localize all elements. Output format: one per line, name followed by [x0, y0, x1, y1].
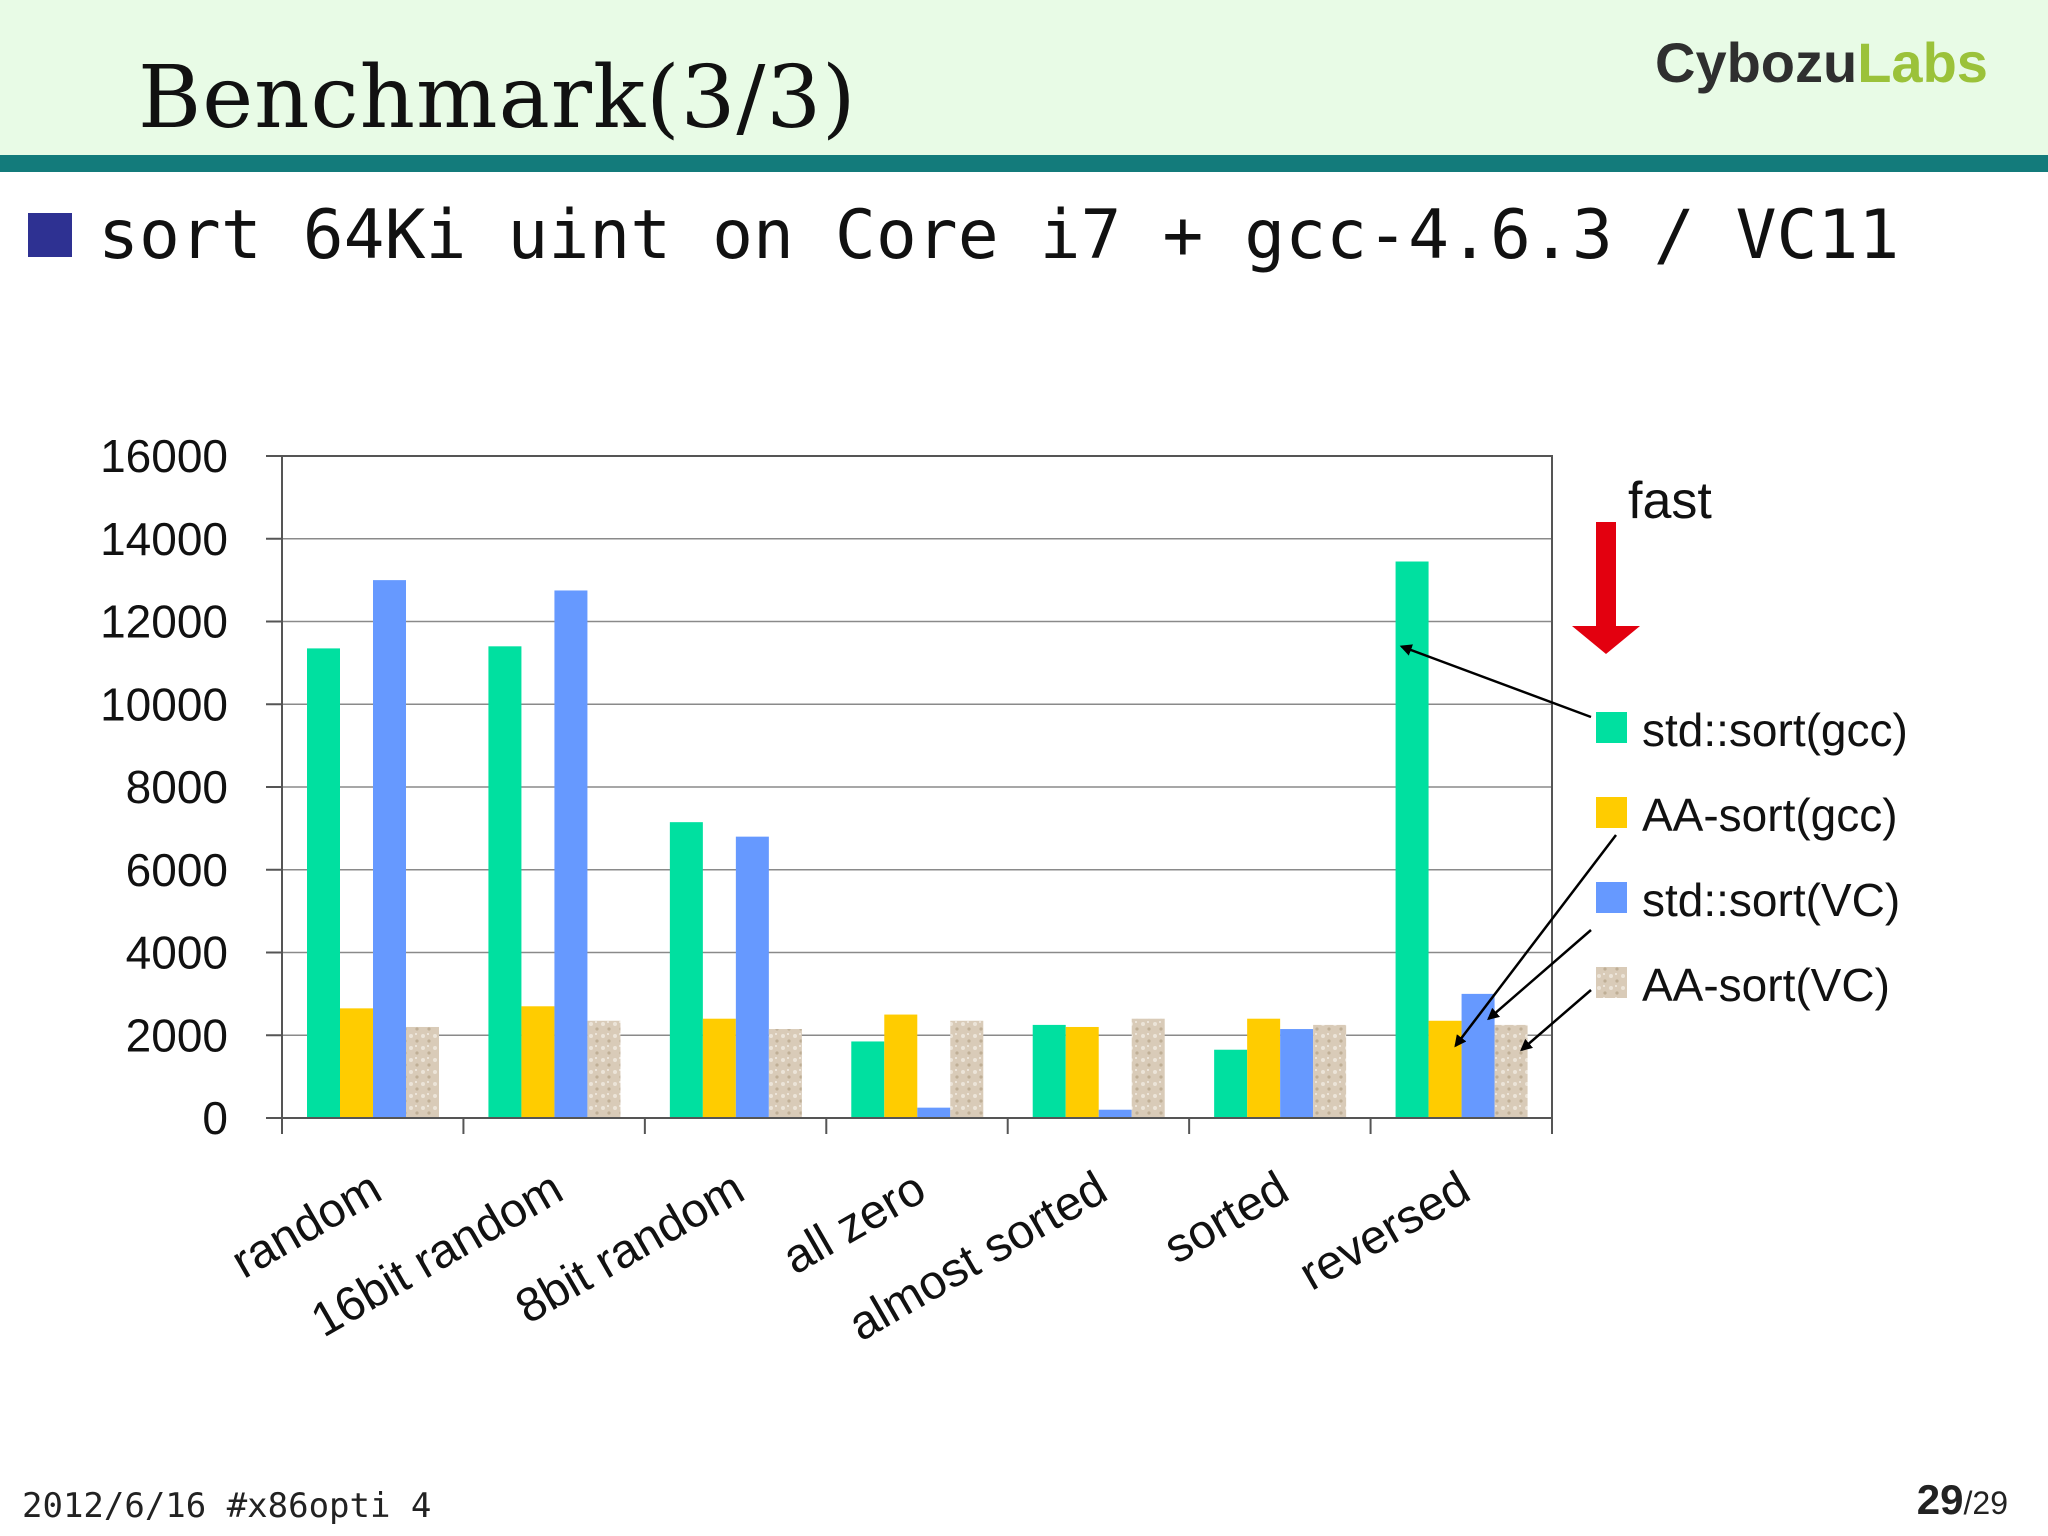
y-tick-label: 6000 — [126, 844, 228, 896]
bar — [587, 1020, 621, 1118]
legend-swatch — [1596, 712, 1627, 743]
page-number: 29/29 — [1917, 1476, 2008, 1524]
logo-accent: Labs — [1857, 31, 1988, 94]
legend-pointer-line — [1454, 834, 1617, 1048]
bar — [1395, 561, 1429, 1118]
legend-swatch — [1596, 967, 1627, 998]
y-tick-label: 8000 — [126, 761, 228, 813]
logo-main: Cybozu — [1655, 31, 1858, 94]
bar — [950, 1020, 984, 1118]
y-tick-label: 16000 — [100, 430, 228, 482]
legend-pointer-line — [1399, 644, 1592, 719]
bar — [851, 1041, 885, 1118]
bar — [521, 1006, 555, 1118]
page-current: 29 — [1916, 1476, 1964, 1523]
legend-label: AA-sort(VC) — [1642, 959, 1890, 1011]
bar — [488, 646, 522, 1118]
x-tick-label: sorted — [1155, 1162, 1297, 1275]
fast-label: fast — [1628, 472, 1712, 530]
slide-title: Benchmark(3/3) — [138, 48, 857, 148]
bar — [340, 1008, 373, 1118]
bar — [1494, 1024, 1528, 1118]
legend-swatch — [1596, 882, 1627, 913]
bar — [669, 822, 703, 1118]
bar — [1065, 1026, 1099, 1118]
y-tick-label: 12000 — [100, 596, 228, 648]
bar — [768, 1029, 802, 1118]
bar — [884, 1014, 918, 1118]
x-tick-label: reversed — [1291, 1162, 1479, 1301]
y-tick-label: 14000 — [100, 513, 228, 565]
y-tick-label: 10000 — [100, 678, 228, 730]
slide-header — [0, 0, 2048, 155]
bar — [1032, 1024, 1066, 1118]
bar — [1428, 1020, 1462, 1118]
bullet-text: sort 64Ki uint on Core i7 + gcc-4.6.3 / … — [98, 196, 1900, 275]
legend-label: std::sort(VC) — [1642, 874, 1900, 926]
fast-arrow-head — [1572, 626, 1640, 654]
header-rule — [0, 155, 2048, 172]
bullet-square-icon — [28, 213, 72, 257]
bars — [307, 561, 1528, 1118]
bar — [1131, 1018, 1165, 1118]
bar — [1313, 1024, 1347, 1118]
legend-pointer-line — [1520, 989, 1592, 1052]
fast-annotation: fast — [1572, 472, 1712, 654]
y-tick-label: 0 — [202, 1092, 228, 1144]
y-tick-label: 2000 — [126, 1009, 228, 1061]
legend-swatch — [1596, 797, 1627, 828]
bar — [373, 580, 406, 1118]
bar — [307, 648, 340, 1118]
y-tick-label: 4000 — [126, 927, 228, 979]
fast-arrow-shaft — [1596, 522, 1616, 628]
bar — [735, 836, 769, 1118]
gridlines — [282, 538, 1552, 1036]
bar — [1280, 1029, 1314, 1118]
page-total: /29 — [1963, 1485, 2008, 1521]
y-axis: 0 2000 4000 6000 8000 10000 12000 14000 16000 — [100, 430, 282, 1144]
legend-pointers — [1399, 644, 1617, 1052]
bar — [554, 590, 588, 1118]
company-logo: CybozuLabs — [1655, 30, 1988, 95]
legend-pointer-line — [1487, 929, 1592, 1021]
bar — [702, 1018, 736, 1118]
bar — [1098, 1109, 1132, 1118]
legend: std::sort(gcc)AA-sort(gcc)std::sort(VC)A… — [1596, 704, 1908, 1011]
bar — [1214, 1049, 1248, 1118]
legend-label: std::sort(gcc) — [1642, 704, 1908, 756]
legend-label: AA-sort(gcc) — [1642, 789, 1898, 841]
bar — [1247, 1018, 1281, 1118]
bar — [1461, 993, 1495, 1118]
bar — [406, 1026, 439, 1118]
bar — [917, 1107, 951, 1118]
footer-date: 2012/6/16 #x86opti 4 — [22, 1486, 432, 1526]
